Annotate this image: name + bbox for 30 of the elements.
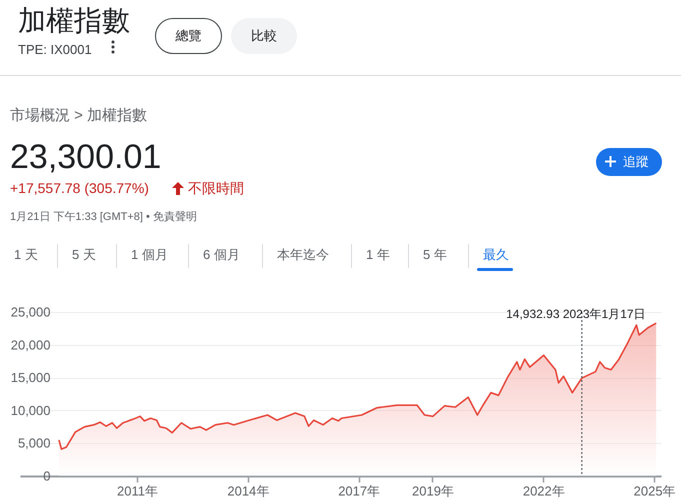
text: 1月21日 下午1:33 [GMT+8] • 免責聲明 xyxy=(10,210,197,224)
text: +17,557.78 (305.77%) xyxy=(10,180,149,196)
text: 6 個月 xyxy=(203,246,240,264)
chart-subtitle: TPE: IX0001 xyxy=(18,42,92,57)
y-tick-label: 25,000 xyxy=(10,304,50,320)
y-tick-label: 15,000 xyxy=(10,370,50,386)
ref-line-label: 14,932.93 2023年1月17日 xyxy=(506,307,646,321)
text: 1 年 xyxy=(366,246,390,264)
x-tick-label: 2014年 xyxy=(227,484,270,498)
text: 追蹤 xyxy=(596,148,662,176)
text: 最久 xyxy=(483,246,509,264)
y-tick-label: 5,000 xyxy=(18,436,50,451)
text: 5 天 xyxy=(72,246,96,264)
text: 本年迄今 xyxy=(277,246,329,264)
y-tick-label: 20,000 xyxy=(10,337,50,352)
text: 5 年 xyxy=(423,246,447,264)
x-tick-label: 2011年 xyxy=(117,484,158,498)
x-tick-label: 2017年 xyxy=(338,484,380,498)
chart-title: 加權指數 xyxy=(18,4,130,38)
y-tick-label: 10,000 xyxy=(10,402,50,418)
text: 23,300.01 xyxy=(10,138,162,177)
text: 比較 xyxy=(231,18,297,54)
text: 1 天 xyxy=(14,246,38,264)
x-tick-label: 2019年 xyxy=(412,484,454,498)
text: 總覽 xyxy=(155,18,222,54)
text: 市場概況 > 加權指數 xyxy=(10,106,148,125)
x-tick-label: 2025年 xyxy=(634,484,676,498)
text: 1 個月 xyxy=(131,246,168,264)
text: 不限時間 xyxy=(188,180,244,198)
x-tick-label: 2022年 xyxy=(522,484,565,498)
